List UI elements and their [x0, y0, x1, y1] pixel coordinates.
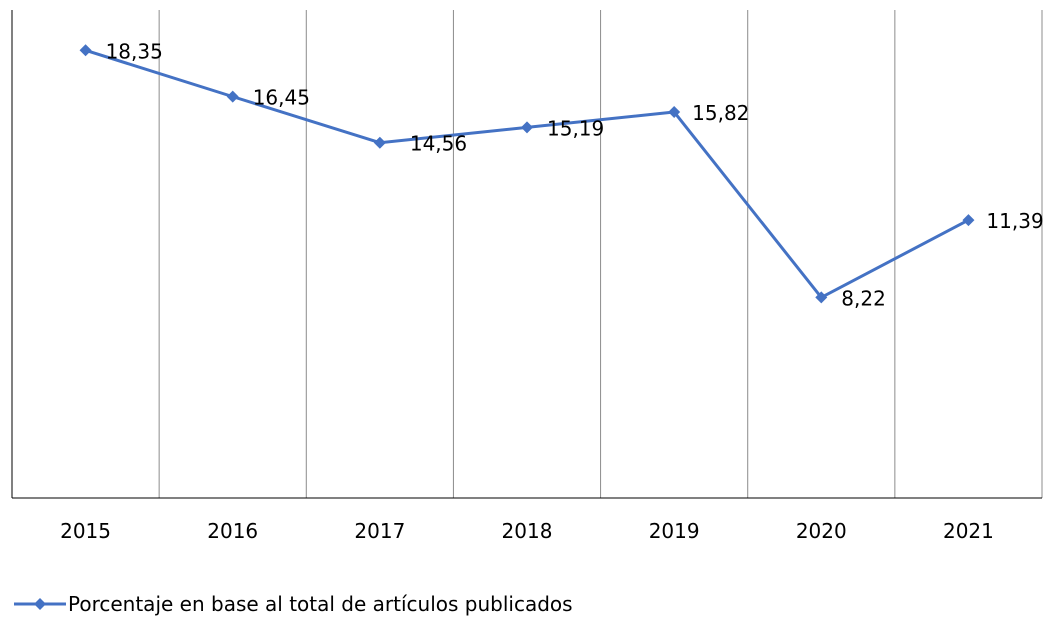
- x-tick-label: 2015: [60, 519, 111, 543]
- series-markers: [79, 44, 975, 304]
- x-tick-labels: 2015 2016 2017 2018 2019 2020 2021: [60, 519, 994, 543]
- data-label: 8,22: [841, 286, 886, 310]
- data-label: 18,35: [106, 39, 163, 63]
- data-label: 15,19: [547, 116, 604, 140]
- data-point-marker: [815, 291, 828, 304]
- data-point-marker: [521, 121, 533, 134]
- data-point-marker: [79, 44, 92, 57]
- axes: [11, 10, 1042, 499]
- data-labels: 18,35 16,45 14,56 15,19 15,82 8,22 11,39: [106, 39, 1044, 310]
- x-tick-label: 2018: [502, 519, 553, 543]
- legend: Porcentaje en base al total de artículos…: [14, 592, 573, 616]
- data-label: 14,56: [410, 132, 467, 156]
- x-tick-label: 2020: [796, 519, 847, 543]
- x-tick-label: 2017: [354, 519, 405, 543]
- x-tick-label: 2019: [649, 519, 700, 543]
- data-point-marker: [962, 214, 975, 227]
- data-label: 15,82: [692, 101, 749, 125]
- data-point-marker: [373, 136, 386, 149]
- data-label: 11,39: [986, 209, 1043, 233]
- series-line: [85, 48, 970, 299]
- data-point-marker: [668, 105, 681, 118]
- data-point-marker: [226, 90, 239, 103]
- legend-line-icon: [14, 598, 66, 610]
- series-polyline: [85, 48, 970, 299]
- line-chart: 2015 2016 2017 2018 2019 2020 2021 18,3516,451…: [11, 10, 1044, 543]
- data-label: 16,45: [253, 86, 310, 110]
- x-tick-label: 2021: [943, 519, 994, 543]
- legend-label: Porcentaje en base al total de artículos…: [68, 592, 573, 616]
- grid-lines: [158, 10, 1043, 498]
- x-tick-label: 2016: [207, 519, 258, 543]
